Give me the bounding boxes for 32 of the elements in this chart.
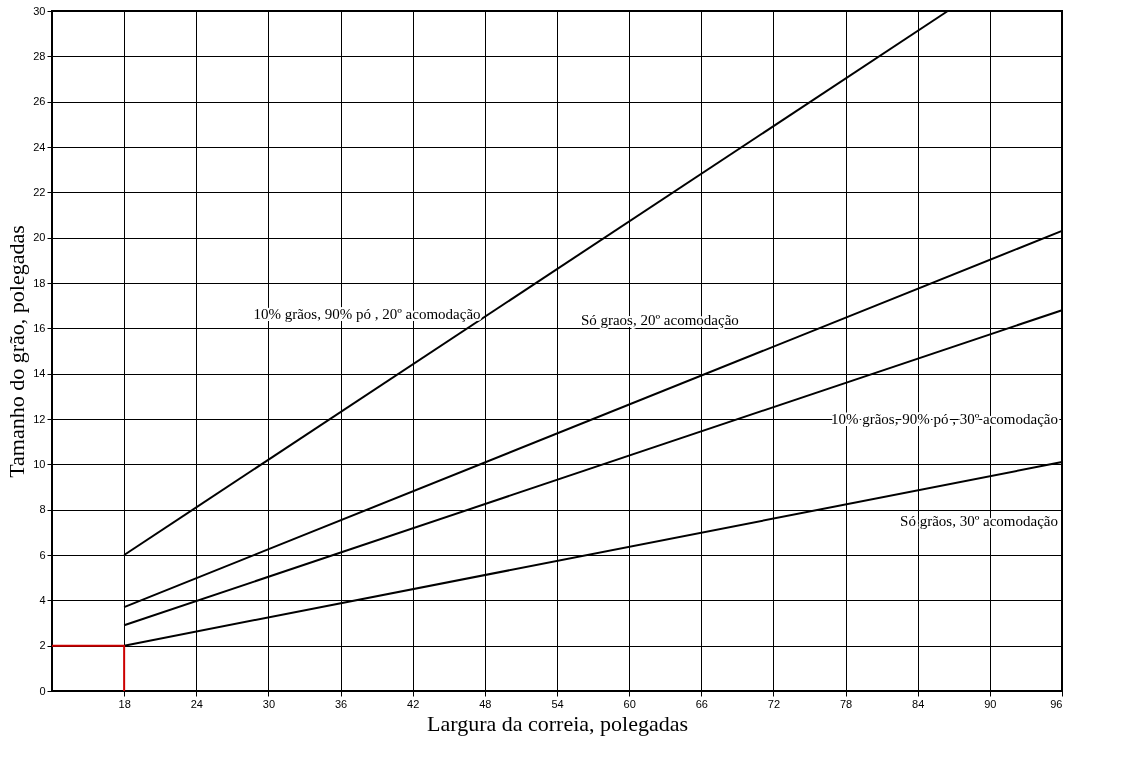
y-tick-label: 26	[33, 95, 46, 108]
y-tick-label: 4	[39, 593, 46, 606]
y-tick-label: 18	[33, 276, 46, 289]
y-tick-label: 30	[33, 4, 46, 17]
y-tick-label: 14	[33, 367, 46, 380]
x-tick-label: 72	[767, 697, 781, 710]
y-tick-label: 2	[39, 639, 46, 652]
x-tick-label: 66	[695, 697, 708, 710]
y-tick-label: 22	[33, 185, 46, 198]
y-tick-label: 0	[39, 684, 46, 697]
x-tick-label: 84	[912, 697, 925, 710]
x-tick-label: 30	[262, 697, 276, 710]
x-tick-label: 90	[984, 697, 997, 710]
y-tick-label: 16	[33, 321, 46, 334]
x-tick-label: 24	[190, 697, 203, 710]
y-tick-label: 10	[33, 457, 46, 470]
x-tick-label: 18	[118, 697, 131, 710]
x-tick-label: 60	[623, 697, 636, 710]
y-axis-title: Tamanho do grão, polegadas	[4, 225, 30, 478]
y-tick-label: 24	[33, 140, 46, 153]
y-tick-label: 8	[39, 503, 46, 516]
x-tick-label: 42	[407, 697, 420, 710]
x-tick-label: 48	[479, 697, 492, 710]
x-tick-label: 78	[839, 697, 853, 710]
y-tick-label: 20	[33, 231, 46, 244]
y-tick-label: 28	[33, 49, 46, 62]
y-tick-label: 6	[39, 548, 46, 561]
x-axis-title: Largura da correia, polegadas	[426, 710, 689, 736]
y-tick-label: 12	[33, 412, 46, 425]
x-tick-label: 96	[1050, 697, 1063, 710]
x-tick-label: 54	[551, 697, 564, 710]
x-tick-label: 36	[334, 697, 348, 710]
